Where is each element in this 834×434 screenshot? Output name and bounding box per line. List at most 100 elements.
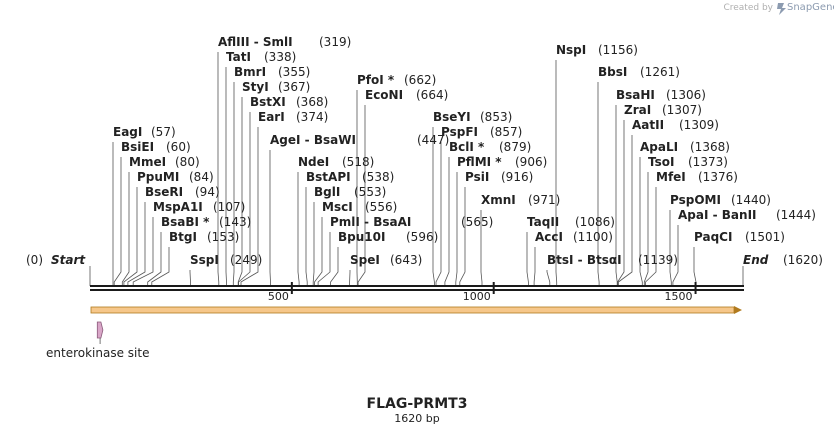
enzyme-eari[interactable]: EarI (374) <box>258 110 328 124</box>
leader-pspfi <box>435 142 442 286</box>
enzyme-agei-bsawi[interactable]: AgeI - BsaWI (447) <box>270 133 449 147</box>
ruler-tick-label: 1000 <box>463 290 491 303</box>
enzyme-bgli[interactable]: BglI (553) <box>314 185 386 199</box>
leader-ndei <box>297 172 300 286</box>
enzyme-bstapi[interactable]: BstAPI (538) <box>306 170 394 184</box>
enzyme-labels: EagI (57)BsiEI (60)MmeI (80)PpuMI (84) BseRI (… <box>113 35 816 267</box>
enzyme-ndei[interactable]: NdeI (518) <box>298 155 374 169</box>
enzyme-xmni[interactable]: XmnI (971) <box>481 193 560 207</box>
enzyme-name: NspI <box>556 43 586 57</box>
enzyme-msci[interactable]: MscI (556) <box>322 200 397 214</box>
leader-agei-bsawi <box>269 150 271 286</box>
enzyme-econi[interactable]: EcoNI (664) <box>365 88 448 102</box>
leader-bsabi <box>147 232 162 286</box>
enzyme-pfoi[interactable]: PfoI * (662) <box>357 73 436 87</box>
leader-bstapi <box>305 187 308 286</box>
enzyme-position: (1501) <box>745 230 785 244</box>
enzyme-mfei[interactable]: MfeI (1376) <box>656 170 738 184</box>
enzyme-apai-banii[interactable]: ApaI - BanII (1444) <box>678 208 816 222</box>
enzyme-name: MfeI <box>656 170 686 184</box>
enzyme-pspomi[interactable]: PspOMI (1440) <box>670 193 771 207</box>
enzyme-position: (553) <box>354 185 386 199</box>
enzyme-position: (1261) <box>640 65 680 79</box>
enzyme-name: BstAPI <box>306 170 351 184</box>
enzyme-name: TatI <box>226 50 251 64</box>
enzyme-name: SspI <box>190 253 219 267</box>
enzyme-nspi[interactable]: NspI (1156) <box>556 43 638 57</box>
enzyme-bstxi[interactable]: BstXI (368) <box>250 95 328 109</box>
enzyme-sspi[interactable]: SspI (249) <box>190 253 262 267</box>
leader-aatii <box>618 135 633 286</box>
enzyme-styi[interactable]: StyI (367) <box>242 80 310 94</box>
enzyme-btgi[interactable]: BtgI (153) <box>169 230 239 244</box>
leader-mspa1i <box>132 217 154 286</box>
leader-nspi <box>555 60 558 286</box>
enzyme-bbsi[interactable]: BbsI (1261) <box>598 65 680 79</box>
enzyme-position: (143) <box>219 215 251 229</box>
enzyme-position: (1373) <box>688 155 728 169</box>
enzyme-pmli-bsaai[interactable]: PmlI - BsaAI (565) <box>330 215 493 229</box>
enzyme-tsoi[interactable]: TsoI (1373) <box>648 155 728 169</box>
enzyme-spei[interactable]: SpeI (643) <box>350 253 422 267</box>
leader-pflmi <box>455 172 458 286</box>
enzyme-bsiei[interactable]: BsiEI (60) <box>121 140 191 154</box>
leader-acci <box>533 247 536 286</box>
enzyme-afliii-smli[interactable]: AflIII - SmlI (319) <box>218 35 351 49</box>
enzyme-btsi-bts-i[interactable]: BtsI - BtsαI (1139) <box>547 253 678 267</box>
enzyme-psii[interactable]: PsiI (916) <box>465 170 533 184</box>
credit: Created by SnapGene <box>723 2 834 15</box>
enzyme-bseyi[interactable]: BseYI (853) <box>433 110 512 124</box>
leader-sspi <box>189 270 191 286</box>
enzyme-position: (1440) <box>731 193 771 207</box>
enzyme-bsabi[interactable]: BsaBI * (143) <box>161 215 251 229</box>
enzyme-position: (518) <box>342 155 374 169</box>
end-label: End <box>743 253 769 267</box>
enzyme-position: (853) <box>480 110 512 124</box>
sequence-end[interactable]: End (1620) <box>743 253 823 267</box>
feature-enterokinase-site[interactable]: enterokinase site <box>46 321 149 360</box>
enzyme-name: BclI * <box>449 140 485 154</box>
enzyme-bpu10i[interactable]: Bpu10I (596) <box>338 230 438 244</box>
leader-taqii <box>526 232 529 286</box>
leader-bcli <box>444 157 450 286</box>
leader-btgi <box>151 247 170 286</box>
enzyme-pflmi[interactable]: PflMI * (906) <box>457 155 547 169</box>
enzyme-position: (447) <box>417 133 449 147</box>
end-position: (1620) <box>783 253 823 267</box>
enzyme-name: BmrI <box>234 65 266 79</box>
enzyme-position: (916) <box>501 170 533 184</box>
leader-pspomi <box>669 210 672 286</box>
enzyme-bsahi[interactable]: BsaHI (1306) <box>616 88 706 102</box>
enzyme-aatii[interactable]: AatII (1309) <box>632 118 719 132</box>
enzyme-mmei[interactable]: MmeI (80) <box>129 155 200 169</box>
leader-psii <box>459 187 466 286</box>
enzyme-position: (57) <box>151 125 176 139</box>
enzyme-position: (84) <box>189 170 214 184</box>
enzyme-position: (1368) <box>690 140 730 154</box>
enzyme-bseri[interactable]: BseRI (94) <box>145 185 220 199</box>
enzyme-tati[interactable]: TatI (338) <box>226 50 296 64</box>
enzyme-taqii[interactable]: TaqII (1086) <box>527 215 615 229</box>
enzyme-name: AccI <box>535 230 563 244</box>
enzyme-paqci[interactable]: PaqCI (1501) <box>694 230 785 244</box>
enzyme-mspa1i[interactable]: MspA1I (107) <box>153 200 245 214</box>
enzyme-apali[interactable]: ApaLI (1368) <box>640 140 730 154</box>
enzyme-position: (94) <box>195 185 220 199</box>
leader-xmni <box>480 210 483 286</box>
enzyme-bmri[interactable]: BmrI (355) <box>234 65 310 79</box>
enzyme-eagi[interactable]: EagI (57) <box>113 125 176 139</box>
leader-bgli <box>312 202 315 286</box>
sequence-start[interactable]: (0) Start <box>26 253 86 267</box>
enzyme-position: (249) <box>230 253 262 267</box>
enzyme-name: SpeI <box>350 253 380 267</box>
enzyme-name: PmlI - BsaAI <box>330 215 411 229</box>
enzyme-bcli[interactable]: BclI * (879) <box>449 140 531 154</box>
enzyme-ppumi[interactable]: PpuMI (84) <box>137 170 214 184</box>
orf-arrow[interactable] <box>90 306 742 314</box>
enzyme-pspfi[interactable]: PspFI (857) <box>441 125 522 139</box>
enzyme-acci[interactable]: AccI (1100) <box>535 230 613 244</box>
enzyme-name: XmnI <box>481 193 516 207</box>
enzyme-name: PsiI <box>465 170 489 184</box>
enzyme-zrai[interactable]: ZraI (1307) <box>624 103 702 117</box>
